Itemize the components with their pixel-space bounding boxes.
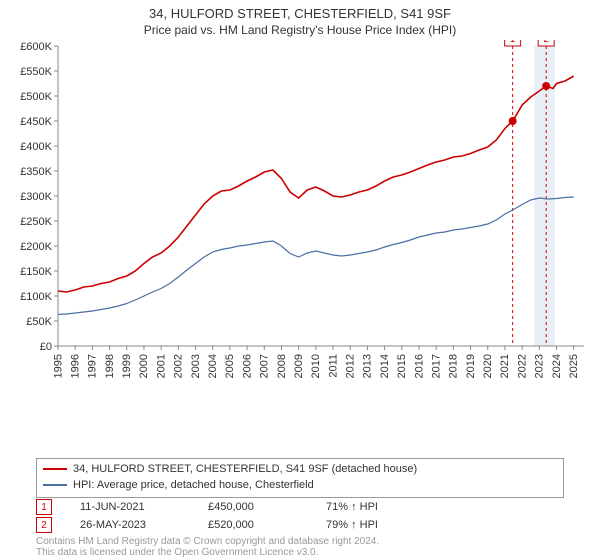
- y-tick-label: £400K: [20, 141, 52, 153]
- footer-line2: This data is licensed under the Open Gov…: [36, 547, 564, 558]
- title-main: 34, HULFORD STREET, CHESTERFIELD, S41 9S…: [0, 6, 600, 21]
- x-tick-label: 1995: [52, 354, 64, 378]
- x-tick-label: 2006: [241, 354, 253, 378]
- x-tick-label: 2012: [345, 354, 357, 378]
- x-tick-label: 2013: [362, 354, 374, 378]
- y-tick-label: £50K: [26, 316, 52, 328]
- x-tick-label: 2007: [259, 354, 271, 378]
- y-tick-label: £200K: [20, 241, 52, 253]
- legend-label: 34, HULFORD STREET, CHESTERFIELD, S41 9S…: [73, 463, 417, 475]
- y-tick-label: £450K: [20, 116, 52, 128]
- x-tick-label: 2011: [327, 354, 339, 378]
- y-tick-label: £350K: [20, 166, 52, 178]
- footer-attribution: Contains HM Land Registry data © Crown c…: [36, 536, 564, 558]
- series-price_paid: [58, 76, 574, 292]
- title-sub: Price paid vs. HM Land Registry's House …: [0, 23, 600, 37]
- y-tick-label: £500K: [20, 91, 52, 103]
- svg-text:1: 1: [510, 40, 516, 45]
- x-tick-label: 2009: [293, 354, 305, 378]
- event-row: 1 11-JUN-2021 £450,000 71% ↑ HPI: [36, 498, 564, 516]
- x-tick-label: 2001: [155, 354, 167, 378]
- x-tick-label: 1997: [87, 354, 99, 378]
- title-block: 34, HULFORD STREET, CHESTERFIELD, S41 9S…: [0, 0, 600, 37]
- event-badge: 2: [538, 40, 554, 46]
- legend-swatch: [43, 468, 67, 470]
- x-tick-label: 2000: [138, 354, 150, 378]
- x-tick-label: 2015: [396, 354, 408, 378]
- x-tick-label: 2019: [465, 354, 477, 378]
- legend-row: HPI: Average price, detached house, Ches…: [43, 477, 557, 493]
- legend-label: HPI: Average price, detached house, Ches…: [73, 479, 314, 491]
- x-tick-label: 1996: [69, 354, 81, 378]
- y-tick-label: £100K: [20, 291, 52, 303]
- x-tick-label: 2017: [430, 354, 442, 378]
- y-tick-label: £300K: [20, 191, 52, 203]
- x-tick-label: 2003: [190, 354, 202, 378]
- footer-line1: Contains HM Land Registry data © Crown c…: [36, 536, 564, 547]
- x-tick-label: 2020: [482, 354, 494, 378]
- event-row: 2 26-MAY-2023 £520,000 79% ↑ HPI: [36, 516, 564, 534]
- event-pct: 79% ↑ HPI: [326, 519, 436, 531]
- y-tick-label: £250K: [20, 216, 52, 228]
- x-tick-label: 2004: [207, 354, 219, 378]
- x-tick-label: 2025: [568, 354, 580, 378]
- events-table: 1 11-JUN-2021 £450,000 71% ↑ HPI 2 26-MAY-202…: [36, 498, 564, 534]
- event-dot: [542, 82, 550, 90]
- x-tick-label: 2005: [224, 354, 236, 378]
- line-chart: £0 £50K £100K £150K £200K £250K £300K £350K £400…: [0, 40, 600, 400]
- x-tick-label: 2002: [173, 354, 185, 378]
- y-tick-label: £550K: [20, 66, 52, 78]
- event-badge: 1: [36, 499, 52, 515]
- x-tick-label: 2008: [276, 354, 288, 378]
- legend-swatch: [43, 484, 67, 486]
- event-pct: 71% ↑ HPI: [326, 501, 436, 513]
- event-badge: 2: [36, 517, 52, 533]
- legend: 34, HULFORD STREET, CHESTERFIELD, S41 9S…: [36, 458, 564, 498]
- y-tick-label: £600K: [20, 41, 52, 53]
- series-hpi: [58, 197, 574, 315]
- event-date: 11-JUN-2021: [80, 501, 180, 513]
- event-price: £450,000: [208, 501, 298, 513]
- chart-container: £0 £50K £100K £150K £200K £250K £300K £350K £400…: [0, 40, 600, 400]
- x-tick-label: 2023: [534, 354, 546, 378]
- x-tick-label: 1999: [121, 354, 133, 378]
- x-tick-label: 2021: [499, 354, 511, 378]
- x-tick-label: 2016: [413, 354, 425, 378]
- y-tick-label: £150K: [20, 266, 52, 278]
- legend-row: 34, HULFORD STREET, CHESTERFIELD, S41 9S…: [43, 461, 557, 477]
- svg-text:2: 2: [543, 40, 549, 45]
- y-tick-label: £0: [40, 341, 52, 353]
- event-dot: [509, 117, 517, 125]
- x-tick-label: 1998: [104, 354, 116, 378]
- x-tick-label: 2014: [379, 354, 391, 378]
- shaded-band: [534, 46, 555, 346]
- event-badge: 1: [505, 40, 521, 46]
- event-date: 26-MAY-2023: [80, 519, 180, 531]
- x-tick-label: 2024: [551, 354, 563, 378]
- event-price: £520,000: [208, 519, 298, 531]
- x-tick-label: 2018: [448, 354, 460, 378]
- chart-page: 34, HULFORD STREET, CHESTERFIELD, S41 9S…: [0, 0, 600, 560]
- x-tick-label: 2022: [516, 354, 528, 378]
- x-tick-label: 2010: [310, 354, 322, 378]
